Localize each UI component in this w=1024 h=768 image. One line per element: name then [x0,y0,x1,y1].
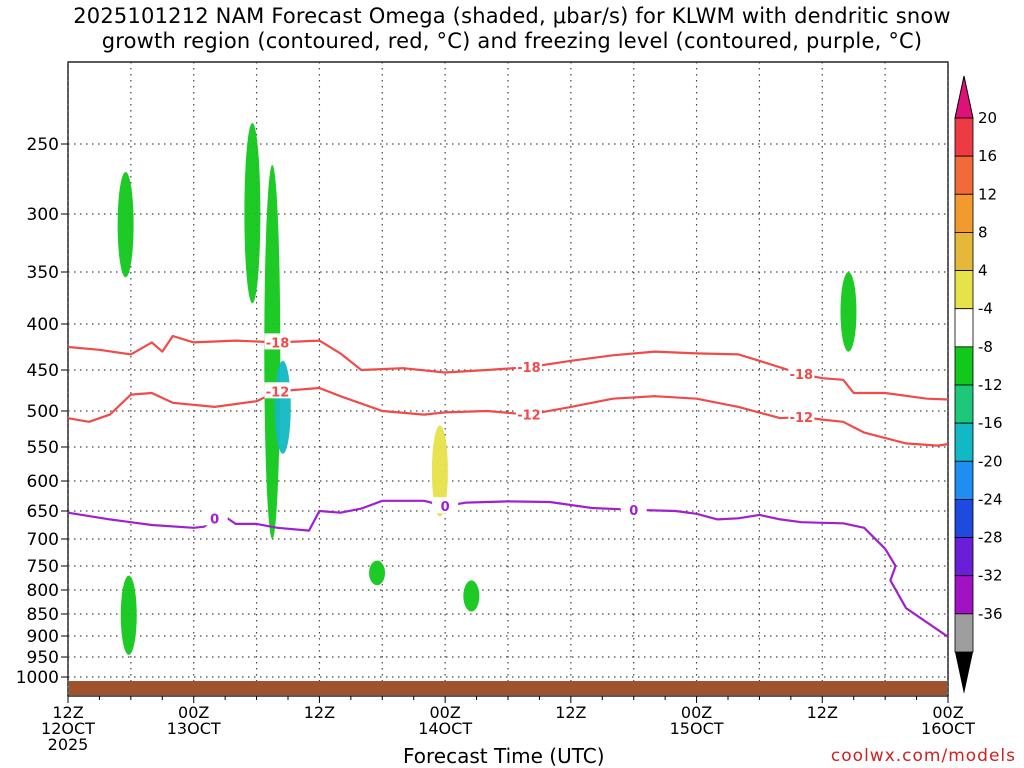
omega-shaded-region [274,360,291,454]
colorbar-label: -20 [978,452,1003,470]
colorbar-swatch [954,117,974,157]
colorbar-label: -4 [978,300,993,318]
colorbar-swatch [954,308,974,348]
colorbar-label: 20 [978,109,997,127]
colorbar-swatch [954,575,974,615]
y-tick-label: 600 [27,472,59,492]
x-tick-label: 14OCT [418,719,472,738]
contour-label-bg [788,365,815,382]
colorbar-label: -32 [978,567,1003,585]
colorbar-label: -24 [978,490,1003,508]
omega-shaded-region [463,580,480,612]
y-tick-label: 500 [27,402,59,422]
colorbar-swatch [954,346,974,386]
colorbar-label: -8 [978,338,993,356]
colorbar-label: -28 [978,529,1003,547]
omega-shaded-region [840,272,857,352]
chart-title: 2025101212 NAM Forecast Omega (shaded, μ… [0,4,1024,54]
contour-label-bg [264,333,291,350]
x-tick-label: 12OCT [41,719,95,738]
x-tick-label: 12Z [304,703,335,722]
plot-frame [67,61,949,697]
contour-label-bg [788,407,815,424]
y-tick-label: 350 [27,263,59,283]
y-tick-label: 950 [27,648,59,668]
colorbar-swatch [954,499,974,538]
y-tick-label: 1000 [16,668,59,688]
contour-label: -18 [517,361,541,376]
y-tick-label: 450 [27,361,59,381]
x-tick-label: 15OCT [670,719,724,738]
omega-shaded-region [264,165,281,539]
omega-shaded-region [120,575,137,655]
omega-shaded-region [369,560,386,586]
contour-label-bg [515,405,542,422]
contour-label: 0 [629,504,638,519]
x-tick-label: 00Z [429,703,460,722]
contour-label: -18 [266,336,290,351]
x-tick-label: 00Z [932,703,963,722]
y-tick-label: 750 [27,557,59,577]
colorbar-swatch [954,613,974,653]
credit-link[interactable]: coolwx.com/models [830,746,1016,766]
colorbar-label: 8 [978,223,988,241]
colorbar-bottom-arrow [955,652,973,694]
omega-shaded-region [244,123,261,304]
x-tick-label: 00Z [178,703,209,722]
x-tick-label: 13OCT [167,719,221,738]
x-axis-label: Forecast Time (UTC) [403,744,605,768]
y-tick-label: 650 [27,502,59,522]
contour-label: -18 [790,368,814,383]
x-tick-label: 12Z [52,703,83,722]
contour-label-bg [620,500,647,517]
contour-label: -12 [790,411,814,426]
colorbar-top-arrow [954,75,974,119]
contour-label: 0 [210,512,219,527]
y-tick-label: 550 [27,438,59,458]
contour-label: 0 [441,500,450,515]
colorbar-label: -36 [978,605,1003,623]
x-tick-label: 00Z [681,703,712,722]
colorbar-label: 4 [978,262,988,280]
colorbar-swatch [954,155,974,195]
contour-label-bg [515,358,542,375]
title-line-2: growth region (contoured, red, °C) and f… [101,29,923,53]
contour-label-bg [264,382,291,399]
x-tick-label: 16OCT [921,719,975,738]
colorbar-swatch [954,460,974,500]
colorbar-label: -16 [978,414,1003,432]
contour-label: -12 [517,409,541,424]
y-tick-label: 250 [27,135,59,155]
ground-surface [69,681,947,695]
x-tick-label: 12Z [555,703,586,722]
y-tick-label: 850 [27,605,59,625]
contour-label-bg [201,509,228,526]
omega-shaded-region [117,172,134,278]
contour-label: -12 [266,385,290,400]
y-tick-label: 800 [27,581,59,601]
contour-dgz-line [67,386,949,447]
title-line-1: 2025101212 NAM Forecast Omega (shaded, μ… [73,4,951,28]
colorbar-swatch [954,270,974,310]
y-tick-label: 900 [27,627,59,647]
y-tick-label: 700 [27,530,59,550]
y-tick-label: 300 [27,205,59,225]
colorbar-label: 16 [978,147,997,165]
colorbar-swatch [954,422,974,462]
colorbar-label: 12 [978,185,997,203]
colorbar-swatch [954,193,974,233]
omega-shaded-region [431,425,448,517]
colorbar-swatch [954,384,974,424]
contour-label-bg [432,497,459,514]
colorbar-swatch [954,232,974,271]
x-tick-label: 12Z [807,703,838,722]
colorbar-swatch [954,537,974,577]
x-tick-label: 2025 [48,735,89,754]
colorbar-label: -12 [978,376,1003,394]
contour-dgz-line [67,334,949,401]
y-tick-label: 400 [27,315,59,335]
